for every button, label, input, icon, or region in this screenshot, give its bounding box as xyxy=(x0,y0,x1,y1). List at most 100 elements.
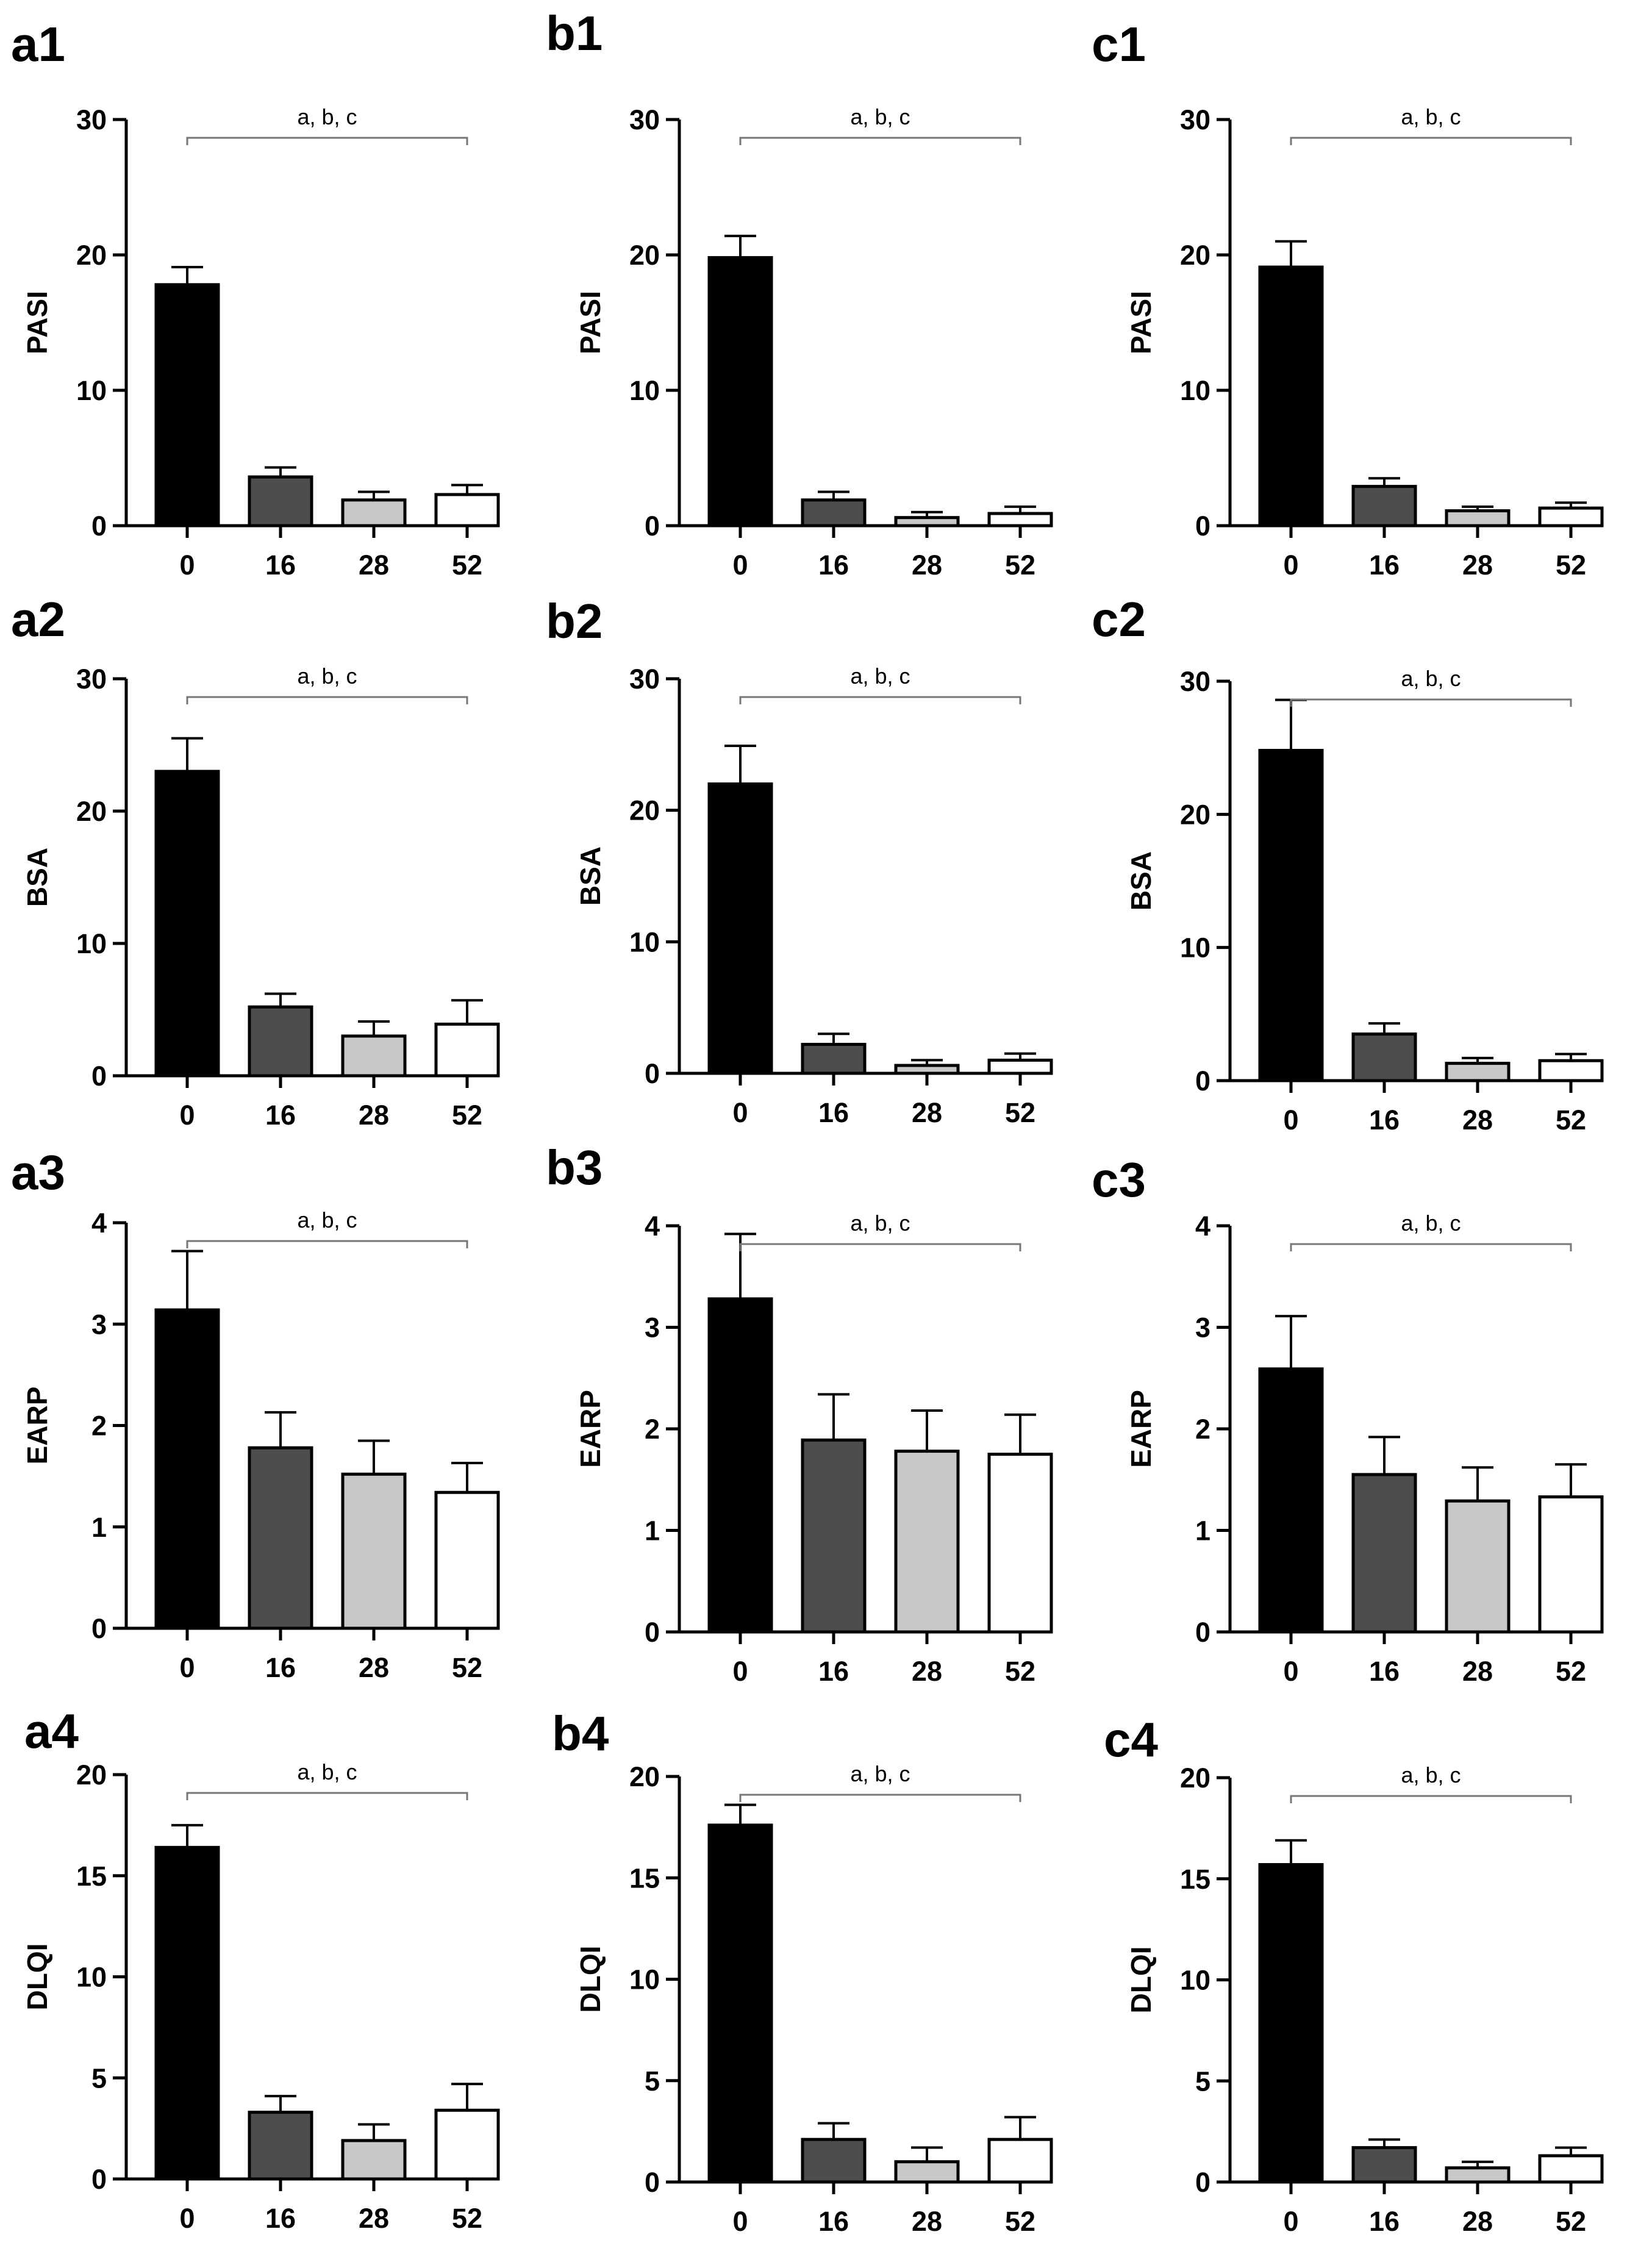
significance-label: a, b, c xyxy=(1401,666,1461,691)
significance-bracket xyxy=(1290,1243,1572,1251)
bar-52 xyxy=(1538,506,1604,528)
x-tick-label: 52 xyxy=(1556,1656,1586,1687)
x-tick-label: 16 xyxy=(265,549,296,581)
bar-16 xyxy=(248,1005,313,1078)
y-tick-label: 2 xyxy=(1195,1414,1210,1445)
chart-panel-c2: c2 0 10 20 30 BSA 0 16 28 52 a, b, c xyxy=(1092,592,1604,1136)
x-tick-label: 0 xyxy=(1283,1656,1298,1687)
significance-label: a, b, c xyxy=(297,664,357,689)
y-tick-label: 20 xyxy=(76,796,107,827)
y-tick-label: 3 xyxy=(645,1312,660,1343)
bar-52 xyxy=(987,2137,1053,2184)
y-tick-label: 1 xyxy=(1195,1515,1210,1547)
y-tick-label: 20 xyxy=(629,240,660,271)
y-tick-label: 30 xyxy=(76,664,107,695)
y-tick-label: 2 xyxy=(91,1411,107,1442)
x-tick-label: 0 xyxy=(179,1100,195,1131)
x-tick-label: 0 xyxy=(179,2203,195,2234)
y-tick-label: 1 xyxy=(91,1512,107,1543)
y-axis-label-earp: EARP xyxy=(1125,1390,1157,1468)
y-axis-label-bsa: BSA xyxy=(1125,851,1157,910)
bar-0 xyxy=(707,1823,773,2184)
bar-28 xyxy=(341,2139,407,2181)
bar-16 xyxy=(801,2137,867,2184)
bar-0 xyxy=(154,770,220,1078)
y-tick-label: 0 xyxy=(645,510,660,542)
x-tick-label: 28 xyxy=(359,1100,389,1131)
x-tick-label: 16 xyxy=(1369,549,1400,581)
bar-28 xyxy=(1445,2166,1511,2184)
bar-52 xyxy=(987,512,1053,528)
y-axis-label-earp: EARP xyxy=(574,1390,606,1468)
x-tick-label: 0 xyxy=(732,1097,748,1128)
y-tick-label: 5 xyxy=(645,2066,660,2097)
significance-bracket xyxy=(186,1240,468,1248)
y-tick-label: 0 xyxy=(91,510,107,542)
bar-16 xyxy=(801,498,867,528)
y-tick-label: 3 xyxy=(91,1309,107,1340)
x-tick-label: 52 xyxy=(452,1652,482,1683)
bar-28 xyxy=(1445,509,1511,528)
significance-bracket xyxy=(1290,1795,1572,1803)
x-tick-label: 0 xyxy=(1283,2206,1298,2237)
y-tick-label: 30 xyxy=(629,104,660,135)
significance-label: a, b, c xyxy=(850,104,910,129)
chart-panel-a4: a4 0 5 10 15 20 DLQI 0 16 28 52 a, b, c xyxy=(21,1704,500,2234)
y-axis-label-bsa: BSA xyxy=(574,846,606,906)
bar-0 xyxy=(1258,749,1324,1082)
x-tick-label: 0 xyxy=(1283,549,1298,581)
chart-panel-b2: b2 0 10 20 30 BSA 0 16 28 52 a, b, c xyxy=(546,594,1053,1128)
panel-label-c3: c3 xyxy=(1092,1153,1146,1207)
bar-52 xyxy=(434,2108,500,2181)
y-tick-label: 10 xyxy=(629,1964,660,1995)
bar-16 xyxy=(248,1446,313,1630)
bar-0 xyxy=(154,283,220,528)
significance-label: a, b, c xyxy=(850,1761,910,1786)
y-tick-label: 15 xyxy=(1180,1864,1210,1895)
y-tick-label: 10 xyxy=(1180,375,1210,406)
panel-label-b1: b1 xyxy=(546,6,603,60)
bar-0 xyxy=(707,1297,773,1634)
bar-28 xyxy=(341,1472,407,1630)
bar-0 xyxy=(154,1308,220,1630)
x-tick-label: 52 xyxy=(1005,1097,1035,1128)
significance-label: a, b, c xyxy=(1401,1211,1461,1236)
y-tick-label: 20 xyxy=(629,795,660,826)
x-tick-label: 0 xyxy=(179,549,195,581)
significance-label: a, b, c xyxy=(297,1207,357,1232)
bar-52 xyxy=(434,1490,500,1630)
y-tick-label: 20 xyxy=(76,1759,107,1790)
bar-28 xyxy=(894,2160,960,2184)
x-tick-label: 0 xyxy=(732,1656,748,1687)
y-tick-label: 10 xyxy=(629,926,660,957)
panel-label-a4: a4 xyxy=(24,1704,79,1758)
x-tick-label: 16 xyxy=(1369,1656,1400,1687)
chart-panel-a1: a1 0 10 20 30 PASI 0 16 28 52 a, b, c xyxy=(11,17,500,581)
x-tick-label: 0 xyxy=(1283,1104,1298,1136)
x-tick-label: 28 xyxy=(359,2203,389,2234)
x-tick-label: 16 xyxy=(1369,1104,1400,1136)
significance-bracket xyxy=(739,696,1021,704)
bar-52 xyxy=(1538,1059,1604,1082)
chart-panel-a3: a3 0 1 2 3 4 EARP 0 16 28 52 a, b, c xyxy=(11,1145,500,1683)
y-tick-label: 0 xyxy=(1195,1065,1210,1096)
y-tick-label: 15 xyxy=(629,1862,660,1894)
x-tick-label: 16 xyxy=(818,2206,849,2237)
y-tick-label: 0 xyxy=(1195,2167,1210,2198)
bar-28 xyxy=(894,1064,960,1075)
chart-panel-c4: c4 0 5 10 15 20 DLQI 0 16 28 52 a, b, c xyxy=(1104,1712,1604,2237)
y-tick-label: 10 xyxy=(76,928,107,959)
y-tick-label: 30 xyxy=(629,664,660,695)
x-tick-label: 16 xyxy=(818,549,849,581)
significance-label: a, b, c xyxy=(850,664,910,689)
y-tick-label: 5 xyxy=(91,2062,107,2094)
x-tick-label: 28 xyxy=(359,549,389,581)
x-tick-label: 52 xyxy=(1556,549,1586,581)
y-axis-label-earp: EARP xyxy=(21,1387,53,1465)
x-tick-label: 52 xyxy=(452,549,482,581)
bar-0 xyxy=(1258,1367,1324,1634)
bar-16 xyxy=(801,1438,867,1634)
y-tick-label: 10 xyxy=(76,375,107,406)
y-tick-label: 0 xyxy=(91,1613,107,1644)
